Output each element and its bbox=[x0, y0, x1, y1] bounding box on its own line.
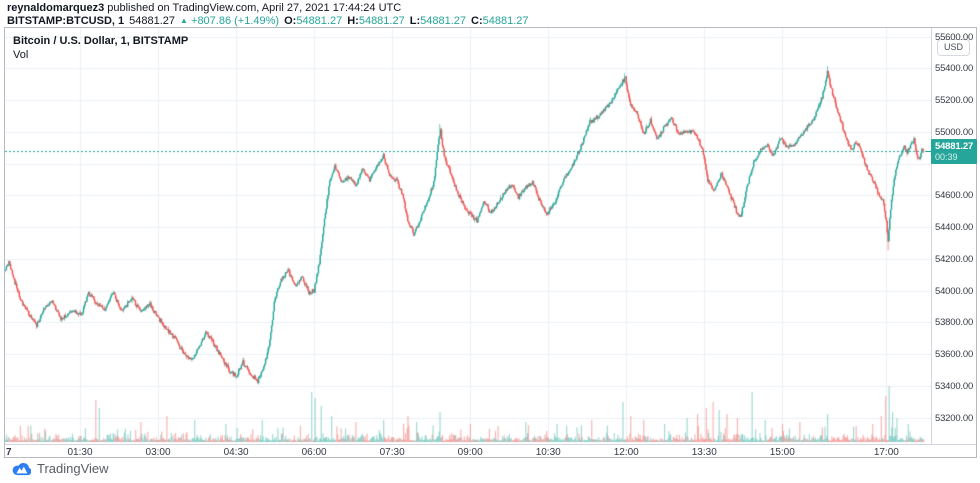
tradingview-logo-icon bbox=[12, 462, 31, 475]
time-axis-separator bbox=[5, 444, 976, 445]
current-price-value: 54881.27 bbox=[935, 140, 974, 152]
price-tick-label: 53800.00 bbox=[935, 317, 974, 329]
price-label-pointer bbox=[926, 151, 932, 152]
time-tick-label: 17:00 bbox=[873, 447, 899, 458]
time-tick-label: 07:30 bbox=[379, 447, 405, 458]
legend-volume-label[interactable]: Vol bbox=[13, 49, 29, 61]
price-change: +807.86 (+1.49%) bbox=[191, 15, 280, 27]
up-arrow-icon: ▲ bbox=[180, 16, 188, 25]
symbol-line: BITSTAMP:BTCUSD, 1 54881.27 ▲ +807.86 (+1.… bbox=[7, 15, 529, 28]
publish-line: reynaldomarquez3 published on TradingVie… bbox=[7, 2, 529, 15]
publish-header: reynaldomarquez3 published on TradingVie… bbox=[7, 2, 529, 28]
price-tick-label: 53200.00 bbox=[935, 412, 974, 424]
time-tick-label: 13:30 bbox=[691, 447, 717, 458]
price-tick-label: 54000.00 bbox=[935, 285, 974, 297]
username: reynaldomarquez3 bbox=[7, 2, 105, 14]
time-tick-label: 15:00 bbox=[769, 447, 795, 458]
last-price: 54881.27 bbox=[129, 15, 176, 27]
symbol-name: BITSTAMP:BTCUSD, 1 bbox=[7, 15, 125, 27]
low-value: 54881.27 bbox=[420, 15, 466, 27]
time-tick-label: 03:00 bbox=[145, 447, 171, 458]
price-tick-label: 53400.00 bbox=[935, 380, 974, 392]
time-tick-label: 04:30 bbox=[223, 447, 249, 458]
time-tick-label: 10:30 bbox=[535, 447, 561, 458]
time-tick-label: 09:00 bbox=[457, 447, 483, 458]
bar-countdown: 00:39 bbox=[935, 151, 958, 162]
high-label: H: bbox=[347, 15, 359, 27]
tradingview-brand-text: TradingView bbox=[37, 461, 109, 476]
price-tick-label: 55200.00 bbox=[935, 95, 974, 107]
price-tick-label: 54400.00 bbox=[935, 222, 974, 234]
price-tick-label: 55600.00 bbox=[935, 31, 974, 43]
tradingview-attribution[interactable]: TradingView bbox=[12, 461, 109, 476]
time-tick-label: 01:30 bbox=[67, 447, 93, 458]
price-tick-label: 54600.00 bbox=[935, 190, 974, 202]
high-value: 54881.27 bbox=[358, 15, 405, 27]
chart-legend: Bitcoin / U.S. Dollar, 1, BITSTAMP Vol bbox=[13, 34, 188, 62]
legend-symbol-title[interactable]: Bitcoin / U.S. Dollar, 1, BITSTAMP bbox=[13, 35, 189, 47]
close-value: 54881.27 bbox=[482, 15, 529, 27]
currency-usd-button[interactable]: USD bbox=[937, 39, 970, 56]
price-tick-label: 54200.00 bbox=[935, 253, 974, 265]
price-tick-label: 55000.00 bbox=[935, 126, 974, 138]
close-label: C: bbox=[471, 15, 483, 27]
time-tick-label: 12:00 bbox=[613, 447, 639, 458]
price-chart-pane[interactable] bbox=[5, 28, 931, 443]
low-label: L: bbox=[409, 15, 421, 27]
price-tick-label: 55400.00 bbox=[935, 63, 974, 75]
price-tick-label: 53600.00 bbox=[935, 349, 974, 361]
price-axis-separator bbox=[931, 28, 932, 444]
current-price-label: 54881.27 00:39 bbox=[931, 138, 977, 164]
open-value: 54881.27 bbox=[296, 15, 343, 27]
chart-container: Bitcoin / U.S. Dollar, 1, BITSTAMP Vol U… bbox=[4, 27, 977, 458]
open-label: O: bbox=[284, 15, 297, 27]
time-tick-label: 7 bbox=[6, 447, 12, 458]
time-tick-label: 06:00 bbox=[301, 447, 327, 458]
publish-info: published on TradingView.com, April 27, … bbox=[104, 2, 402, 14]
